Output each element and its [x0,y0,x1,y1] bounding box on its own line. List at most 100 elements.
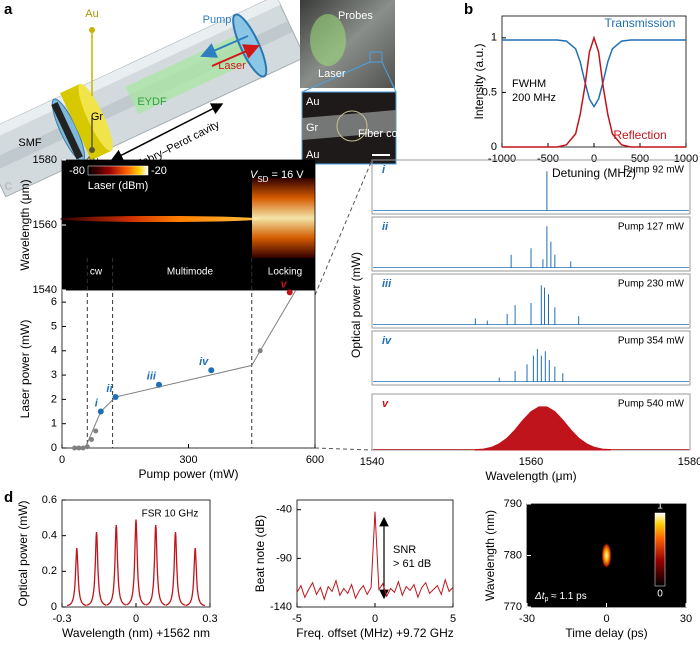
x-axis-label: Wavelength (μm) [485,469,576,483]
spectrum-frame [371,159,691,215]
x-tick-label: 0 [591,153,597,165]
plot-frame [61,289,316,449]
annotation: FWHM [512,78,546,90]
annotation-part: SD [257,175,268,184]
y-tick-label: 6 [51,296,57,308]
panel-label: b [464,1,473,18]
y-tick-label: 780 [504,549,522,561]
annotation: SNR [393,544,416,556]
label: SMF [18,137,42,149]
y-tick-label: 0 [51,442,57,454]
x-tick-label: 1000 [674,153,698,165]
colorbar [87,165,149,176]
label: EYDF [137,96,167,108]
label: Au [306,96,319,108]
y-tick-label: 0 [491,141,497,153]
y-axis-label: Wavelength (nm) [483,510,497,601]
x-axis-label: Freq. offset (MHz) +9.72 GHz [296,626,454,640]
point [257,348,263,354]
peak [66,548,87,607]
peak [165,532,186,606]
connector [314,159,373,296]
annotation: VSD = 16 V [250,169,304,184]
y-tick-label: 1 [51,418,57,430]
line [296,511,454,601]
schematic: Au Pump Laser EYDF Gr SMF Au Fabry–Perot… [0,0,306,198]
annotation-part: p [545,596,549,603]
x-tick-label: 600 [306,454,324,466]
x-axis-label: Wavelength (nm) +1562 nm [62,626,210,640]
panel-title: Pump 354 mW [618,336,685,347]
y-tick-label: 0.4 [42,530,57,542]
colorbar-tick-label: 0 [657,589,663,600]
x-tick-label: 0.3 [202,613,217,625]
y-tick-label: -140 [270,601,292,613]
point [208,367,215,374]
heatmap-image [60,160,315,290]
colorbar-label: Laser (dBm) [88,180,149,192]
y-tick-label: 1580 [33,154,57,166]
y-tick-label: -90 [276,552,292,564]
panel-title: Pump 230 mW [618,279,685,290]
peak [145,524,166,606]
legend-label: Reflection [613,128,666,142]
panel-label: v [382,398,389,410]
legend-label: Transmission [605,16,676,30]
annotation: > 61 dB [393,558,431,570]
zoom-box [369,51,383,63]
pump-arrow [200,35,249,58]
y-tick-label: 0.6 [42,494,57,506]
y-tick-label: 5 [51,320,57,332]
colorbar-tick-label: -20 [151,165,167,177]
x-tick-label: 1540 [360,456,384,468]
region-label: Multimode [167,267,214,278]
laser-arrow [211,44,260,67]
x-tick-label: 1580 [678,456,700,468]
y-tick-label: 0.5 [482,86,497,98]
y-tick-label: 4 [51,345,57,357]
photos: Probes Laser Au Gr Fiber core Au [300,0,408,165]
spectrum-frame [371,273,691,329]
x-tick-label: 5 [450,613,456,625]
zoom-line [301,61,371,93]
y-tick-label: 2 [51,393,57,405]
point [155,381,162,388]
point-label: iii [147,371,157,383]
panel-title: Pump 540 mW [618,399,685,410]
y-axis-label: Beat note (dB) [253,515,267,592]
peak [601,542,612,569]
x-axis-label: Detuning (MHz) [552,166,636,180]
annotation-part: V [250,169,259,181]
panel-title: Pump 127 mW [618,222,685,233]
x-tick-label: 1560 [519,456,543,468]
peak [185,548,206,607]
point-label: iv [199,356,209,368]
label: Probes [338,10,373,22]
y-tick-label: 1 [491,32,497,44]
x-tick-label: 0 [133,613,139,625]
fit-line [84,289,297,449]
y-axis-label: Laser power (mW) [18,320,32,419]
zoom-line [381,61,397,93]
point [80,445,86,451]
gold-electrode-face [78,83,113,152]
x-tick-label: -1000 [488,153,516,165]
heatmap-locking [252,178,315,258]
annotation-part: = 16 V [268,169,304,181]
line [502,39,686,109]
y-axis-label: Intensity (a.u.) [472,43,486,119]
annotation-part: Δt [534,591,546,602]
graphene [51,102,83,160]
y-tick-label: 770 [504,601,522,613]
y-tick-label: 0.2 [42,565,57,577]
x-tick-label: 0 [59,454,65,466]
label: Fiber core [358,128,408,140]
probe-tip [89,147,95,153]
point [76,445,82,451]
x-tick-label: 300 [179,454,197,466]
panel-label: ii [382,221,389,233]
panel-label: d [4,489,13,506]
x-tick-label: -30 [519,613,535,625]
